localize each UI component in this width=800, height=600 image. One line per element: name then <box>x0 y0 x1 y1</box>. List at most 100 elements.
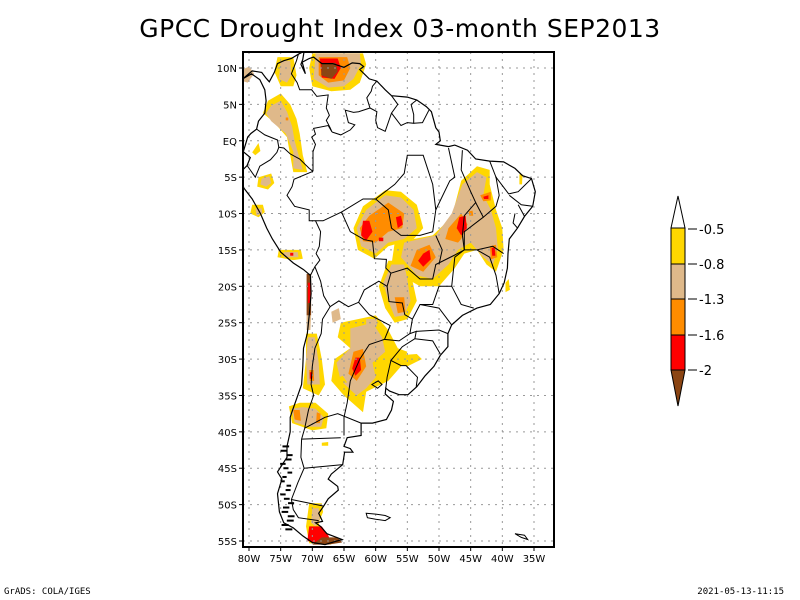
drought-patch-tan <box>260 176 272 187</box>
colorbar-bin-yellow <box>670 227 686 265</box>
country-border <box>301 437 341 440</box>
country-border <box>385 360 392 389</box>
colorbar-arrow-top <box>670 195 686 229</box>
drought-patch-red <box>418 249 431 267</box>
country-border <box>517 204 525 217</box>
lat-tick-label: 55S <box>218 537 237 548</box>
fjord-islet <box>280 462 286 465</box>
colorbar: -0.5 -0.8 -1.3 -1.6 -2 <box>670 195 724 407</box>
country-border <box>463 216 504 255</box>
country-border <box>495 176 532 195</box>
lon-tick-label: 80W <box>238 554 261 565</box>
drought-region-argentina-andes-north <box>302 333 325 396</box>
fjord-islet <box>283 506 290 509</box>
drought-patch-yellow <box>505 279 510 293</box>
country-border <box>508 194 533 207</box>
colorbar-arrow-bottom <box>670 369 686 407</box>
lon-tick-label: 60W <box>364 554 387 565</box>
country-border <box>416 329 449 335</box>
chart-title: GPCC Drought Index 03-month SEP2013 <box>139 14 661 43</box>
country-border <box>314 211 392 308</box>
lat-tick-label: EQ <box>223 137 237 148</box>
fjord-islet <box>280 493 286 496</box>
country-border <box>291 499 324 507</box>
drought-patch-orange <box>285 117 289 121</box>
fjord-islet <box>280 449 287 452</box>
fjord-islet <box>283 497 290 500</box>
drought-patch-tan <box>366 319 377 327</box>
lon-tick-label: 55W <box>396 554 419 565</box>
drought-patch-red <box>395 215 403 229</box>
country-border <box>435 235 443 265</box>
drought-region-peru-south-coast <box>277 249 303 261</box>
country-border <box>278 146 314 172</box>
fjord-islet <box>287 471 293 474</box>
island <box>514 533 530 541</box>
drought-fields <box>243 53 523 545</box>
country-border <box>413 109 430 124</box>
colorbar-label: -1.3 <box>699 293 724 308</box>
drought-patch-red <box>361 220 373 241</box>
colorbar-label: -0.8 <box>699 258 724 273</box>
country-border <box>290 54 333 172</box>
drought-region-peru-north <box>257 173 275 190</box>
country-border <box>286 170 322 276</box>
axis-ticks: 10N 5N EQ 5S 10S 15S 20S 25S 30S 35S 40S 45S 50S 55S8… <box>217 64 546 565</box>
timestamp: 2021-05-13-11:15 <box>697 587 784 597</box>
country-border <box>343 338 385 436</box>
fjord-islet <box>281 523 289 526</box>
plot-frame <box>242 51 555 548</box>
country-border <box>512 213 518 229</box>
lat-tick-label: 25S <box>218 319 237 330</box>
gridlines <box>243 52 554 547</box>
fjord-islet <box>288 502 295 505</box>
lat-tick-label: 15S <box>218 246 237 257</box>
drought-region-colombia-east <box>262 93 308 173</box>
drought-patch-tan <box>331 308 341 323</box>
fjord-islet <box>286 454 293 457</box>
lat-tick-label: 45S <box>218 464 237 475</box>
drought-patch-red <box>378 237 384 242</box>
lon-tick-label: 45W <box>459 554 482 565</box>
lon-tick-label: 35W <box>523 554 546 565</box>
drought-patch-yellow <box>321 442 329 446</box>
drought-region-peru-central <box>250 204 265 218</box>
drought-patch-orange <box>293 410 301 421</box>
drought-region-bahia-coast <box>505 279 510 293</box>
drought-patch-red <box>491 247 496 256</box>
coastline-and-borders <box>243 52 536 546</box>
colorbar-bin-tan <box>670 263 686 300</box>
drought-patch-red <box>307 282 311 303</box>
lat-tick-label: 20S <box>218 282 237 293</box>
drought-region-rn-coast <box>519 174 523 185</box>
country-border <box>475 160 500 218</box>
drought-region-ecuador-small <box>252 143 261 156</box>
drought-region-colombia-north <box>274 57 297 87</box>
country-border <box>451 286 474 309</box>
lat-tick-label: 40S <box>218 428 237 439</box>
fjord-islet <box>285 458 292 461</box>
drought-region-patagonia-small <box>321 308 377 446</box>
country-border <box>246 128 280 179</box>
lat-tick-label: 35S <box>218 391 237 402</box>
drought-patch-tan <box>278 60 292 83</box>
lat-tick-label: 5N <box>223 100 237 111</box>
colorbar-label: -2 <box>699 364 712 379</box>
country-border <box>304 464 343 469</box>
fjord-islet <box>282 475 287 478</box>
drought-region-venezuela-llanos <box>309 53 367 92</box>
drought-region-mato-grosso <box>353 190 424 259</box>
lon-tick-label: 70W <box>301 554 324 565</box>
lat-tick-label: 30S <box>218 355 237 366</box>
country-border <box>341 198 376 213</box>
country-border <box>414 338 441 355</box>
drought-region-tierra-del-fuego <box>306 503 343 545</box>
country-border <box>304 413 362 429</box>
country-border <box>358 286 413 342</box>
drought-patch-tan <box>266 100 303 170</box>
lon-tick-label: 50W <box>428 554 451 565</box>
drought-patch-red <box>456 215 467 236</box>
country-border <box>391 99 418 127</box>
island <box>370 380 383 389</box>
